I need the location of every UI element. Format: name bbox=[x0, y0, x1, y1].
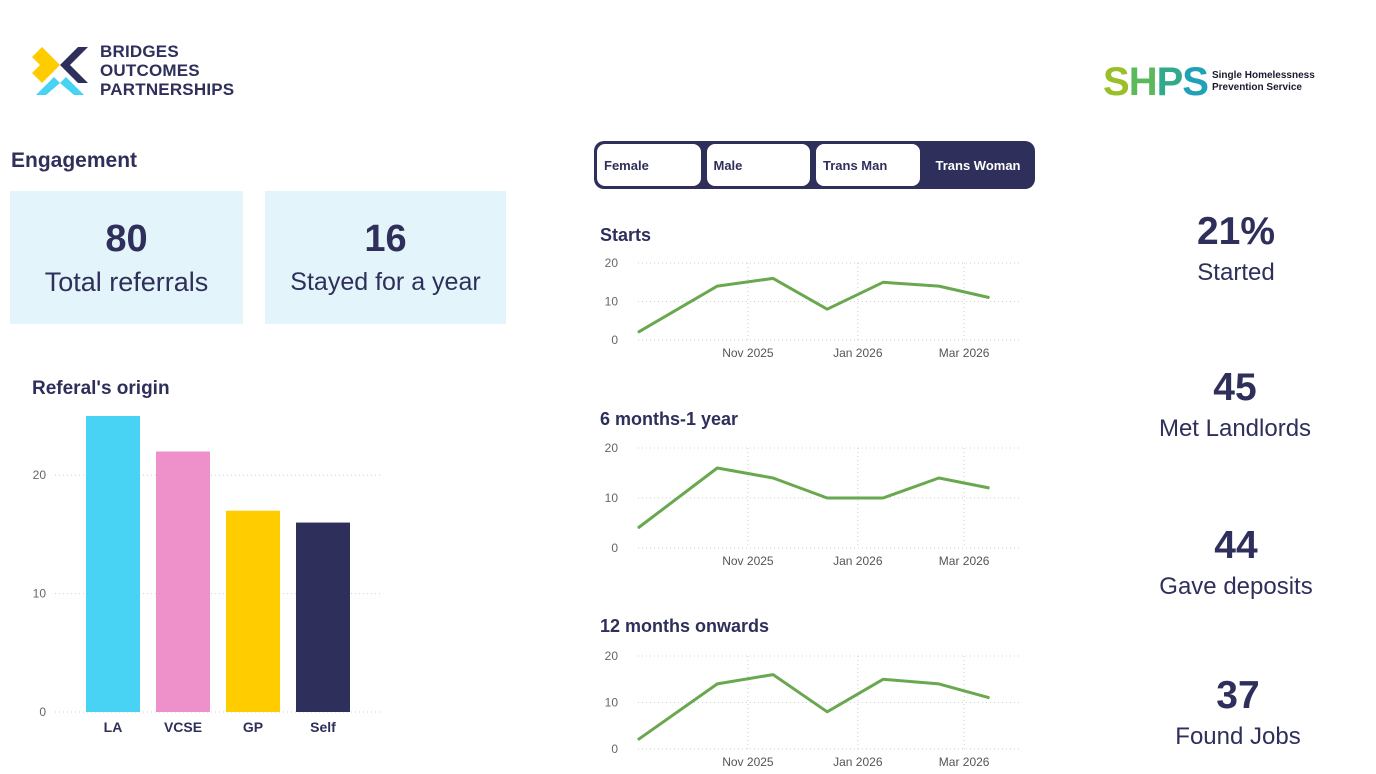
bar-la bbox=[86, 416, 140, 712]
line-point bbox=[716, 285, 718, 287]
total-referrals-card: 80 Total referrals bbox=[10, 191, 243, 324]
gender-slicer: Female Male Trans Man Trans Woman bbox=[594, 141, 1035, 189]
kpi-found-jobs: 37 Found Jobs bbox=[1118, 674, 1358, 752]
shps-logo-sub-1: Single Homelessness bbox=[1211, 70, 1315, 81]
line-point bbox=[826, 308, 828, 310]
line-point bbox=[988, 487, 990, 489]
line-point bbox=[772, 477, 774, 479]
line-point bbox=[716, 467, 718, 469]
line-point bbox=[826, 711, 828, 713]
stayed-year-card: 16 Stayed for a year bbox=[265, 191, 506, 324]
line-y-tick-label: 20 bbox=[605, 649, 619, 663]
bar-self bbox=[296, 522, 350, 712]
bar-x-tick-label: VCSE bbox=[164, 719, 202, 735]
kpi-met-landlords-label: Met Landlords bbox=[1158, 415, 1312, 442]
line-point bbox=[938, 683, 940, 685]
kpi-gave-deposits: 44 Gave deposits bbox=[1116, 524, 1356, 602]
kpi-started-label: Started bbox=[1197, 259, 1275, 286]
line-point bbox=[988, 697, 990, 699]
line-point bbox=[882, 497, 884, 499]
line-series bbox=[637, 673, 990, 741]
line-point bbox=[637, 527, 639, 529]
line-x-tick-label: Mar 2026 bbox=[939, 346, 990, 360]
line-y-tick-label: 20 bbox=[605, 256, 619, 270]
line-y-tick-label: 0 bbox=[611, 333, 618, 347]
kpi-started: 21% Started bbox=[1116, 210, 1356, 288]
stayed-year-label: Stayed for a year bbox=[290, 267, 481, 296]
kpi-met-landlords-value: 45 bbox=[1213, 366, 1257, 409]
kpi-found-jobs-value: 37 bbox=[1216, 674, 1260, 717]
line-y-tick-label: 0 bbox=[611, 742, 618, 756]
line-y-tick-label: 10 bbox=[605, 491, 619, 505]
slicer-option-male[interactable]: Male bbox=[706, 144, 810, 186]
bar-gp bbox=[226, 510, 280, 712]
bridges-logo-line-1: BRIDGES bbox=[100, 42, 179, 61]
total-referrals-label: Total referrals bbox=[44, 266, 209, 297]
line-point bbox=[938, 477, 940, 479]
bar-x-tick-label: Self bbox=[310, 719, 336, 735]
bridges-x-icon bbox=[32, 46, 88, 95]
line-x-tick-label: Jan 2026 bbox=[833, 554, 883, 568]
shps-logo-mark: SHPS bbox=[1103, 60, 1209, 104]
bar-x-tick-label: GP bbox=[243, 719, 263, 735]
kpi-found-jobs-label: Found Jobs bbox=[1175, 723, 1301, 750]
shps-logo: SHPS Single Homelessness Prevention Serv… bbox=[1103, 62, 1315, 102]
line-point bbox=[716, 683, 718, 685]
bridges-logo: BRIDGES OUTCOMES PARTNERSHIPS bbox=[30, 42, 234, 99]
line-point bbox=[772, 277, 774, 279]
line-point bbox=[882, 281, 884, 283]
bar-x-tick-label: LA bbox=[104, 719, 123, 735]
kpi-gave-deposits-value: 44 bbox=[1214, 524, 1258, 567]
total-referrals-value: 80 bbox=[105, 217, 148, 260]
bar-chart-title: Referal's origin bbox=[32, 378, 170, 399]
kpi-started-value: 21% bbox=[1196, 210, 1276, 253]
line-point bbox=[988, 297, 990, 299]
slicer-option-trans-man[interactable]: Trans Man bbox=[816, 144, 920, 186]
line-series bbox=[637, 276, 990, 334]
line-x-tick-label: Mar 2026 bbox=[939, 554, 990, 568]
slicer-option-trans-woman[interactable]: Trans Woman bbox=[925, 144, 1032, 186]
engagement-title: Engagement bbox=[11, 149, 138, 172]
line-point bbox=[637, 739, 639, 741]
bar-y-tick-label: 10 bbox=[33, 587, 47, 601]
line-y-tick-label: 10 bbox=[605, 696, 619, 710]
twelve-months-line-chart: 0 10 20 Nov 2025 Jan 2026 Mar 2026 bbox=[605, 649, 1020, 769]
six-months-chart-title: 6 months-1 year bbox=[600, 409, 739, 429]
bridges-logo-line-2: OUTCOMES bbox=[100, 61, 200, 80]
kpi-gave-deposits-label: Gave deposits bbox=[1159, 573, 1313, 600]
bridges-logo-line-3: PARTNERSHIPS bbox=[100, 80, 235, 99]
bar-y-tick-label: 20 bbox=[33, 468, 47, 482]
twelve-months-chart-title: 12 months onwards bbox=[600, 616, 770, 636]
six-months-line-chart: 0 10 20 Nov 2025 Jan 2026 Mar 2026 bbox=[605, 441, 1020, 568]
line-point bbox=[772, 674, 774, 676]
line-x-tick-label: Jan 2026 bbox=[833, 346, 883, 360]
line-y-tick-label: 0 bbox=[611, 541, 618, 555]
line-point bbox=[826, 497, 828, 499]
line-x-tick-label: Mar 2026 bbox=[939, 755, 990, 769]
stayed-year-value: 16 bbox=[364, 217, 407, 260]
kpi-met-landlords: 45 Met Landlords bbox=[1115, 366, 1355, 444]
bar-vcse bbox=[156, 451, 210, 712]
line-x-tick-label: Jan 2026 bbox=[833, 755, 883, 769]
line-x-tick-label: Nov 2025 bbox=[722, 755, 774, 769]
bar-y-tick-label: 0 bbox=[39, 705, 46, 719]
slicer-option-female[interactable]: Female bbox=[597, 144, 701, 186]
starts-line-chart: 0 10 20 Nov 2025 Jan 2026 Mar 2026 bbox=[605, 256, 1020, 360]
line-y-tick-label: 20 bbox=[605, 441, 619, 455]
line-x-tick-label: Nov 2025 bbox=[722, 554, 774, 568]
referral-origin-chart: 0 10 20 LA VCSE GP Self bbox=[33, 416, 380, 735]
line-x-tick-label: Nov 2025 bbox=[722, 346, 774, 360]
starts-chart-title: Starts bbox=[600, 225, 652, 245]
line-y-tick-label: 10 bbox=[605, 295, 619, 309]
line-point bbox=[637, 331, 639, 333]
line-point bbox=[938, 285, 940, 287]
shps-logo-sub-2: Prevention Service bbox=[1211, 82, 1302, 93]
line-point bbox=[882, 678, 884, 680]
